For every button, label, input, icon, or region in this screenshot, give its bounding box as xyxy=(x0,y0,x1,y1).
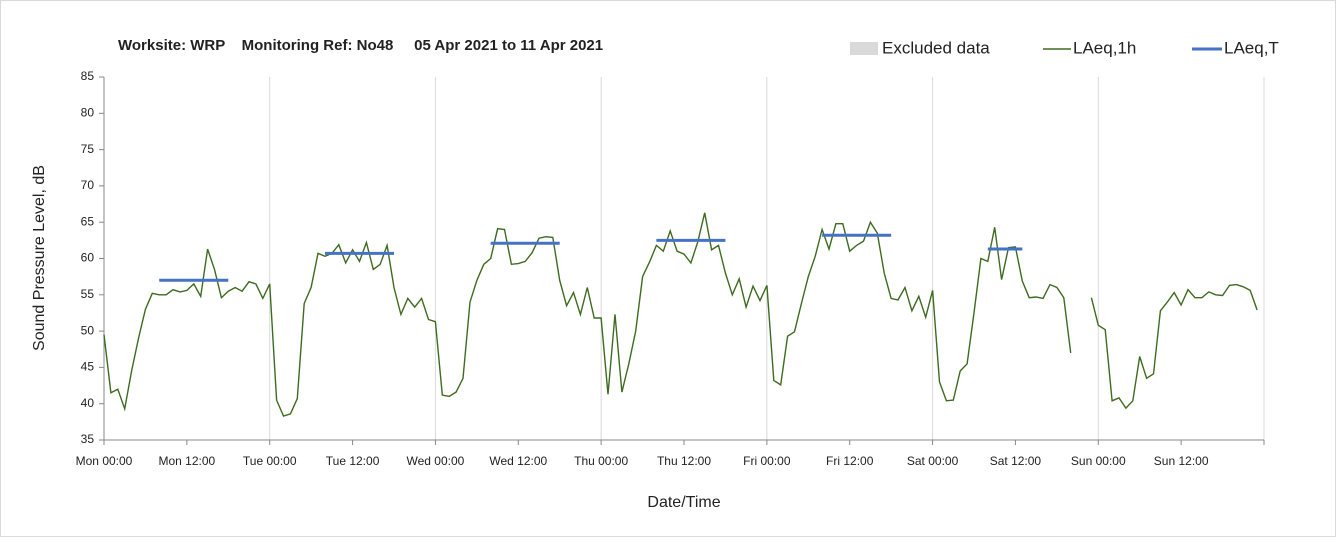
x-tick-label: Sun 12:00 xyxy=(1154,454,1209,468)
y-tick-label: 40 xyxy=(81,396,95,410)
y-tick-label: 80 xyxy=(81,105,95,119)
legend-label: LAeq,T xyxy=(1224,38,1279,57)
y-tick-label: 35 xyxy=(81,432,95,446)
y-tick-label: 70 xyxy=(81,178,95,192)
x-tick-label: Thu 12:00 xyxy=(657,454,711,468)
y-axis-title: Sound Pressure Level, dB xyxy=(31,165,48,351)
x-axis-title: Date/Time xyxy=(647,494,720,511)
y-tick-label: 50 xyxy=(81,323,95,337)
x-tick-label: Sat 00:00 xyxy=(907,454,959,468)
x-tick-label: Fri 00:00 xyxy=(743,454,791,468)
x-tick-label: Wed 00:00 xyxy=(407,454,465,468)
x-tick-label: Tue 00:00 xyxy=(243,454,297,468)
chart-title: Worksite: WRP Monitoring Ref: No48 05 Ap… xyxy=(118,37,603,54)
x-tick-label: Tue 12:00 xyxy=(326,454,380,468)
x-tick-label: Mon 00:00 xyxy=(76,454,133,468)
y-tick-label: 65 xyxy=(81,214,95,228)
x-tick-label: Thu 00:00 xyxy=(574,454,628,468)
legend-swatch xyxy=(850,42,878,55)
legend-label: Excluded data xyxy=(882,38,990,57)
x-tick-label: Mon 12:00 xyxy=(158,454,215,468)
legend: Excluded data LAeq,1h LAeq,T xyxy=(850,38,1279,57)
y-tick-label: 85 xyxy=(81,69,95,83)
legend-label: LAeq,1h xyxy=(1073,38,1136,57)
line-series xyxy=(103,212,1258,417)
x-tick-label: Fri 12:00 xyxy=(826,454,874,468)
x-tick-label: Sun 00:00 xyxy=(1071,454,1126,468)
x-tick-label: Sat 12:00 xyxy=(990,454,1042,468)
y-tick-label: 45 xyxy=(81,360,95,374)
y-tick-label: 60 xyxy=(81,251,95,265)
x-tick-label: Wed 12:00 xyxy=(489,454,547,468)
y-tick-label: 75 xyxy=(81,142,95,156)
y-tick-label: 55 xyxy=(81,287,95,301)
